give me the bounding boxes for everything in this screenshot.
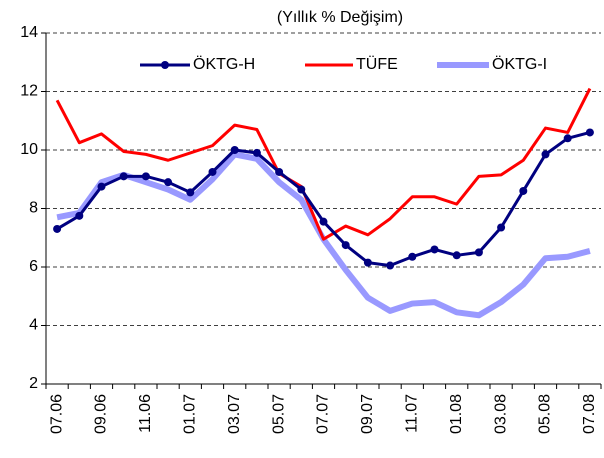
point [452,251,461,260]
point [53,224,62,233]
x-tick-label: 11.06 [137,394,154,433]
point [252,148,261,157]
point [563,134,572,143]
point [519,186,528,195]
point [186,188,195,197]
point [230,146,239,154]
chart-title: (Yıllık % Değişim) [277,9,403,26]
x-tick-label: 05.07 [270,394,287,434]
point [297,185,306,194]
x-tick-label: 07.06 [48,394,65,434]
legend-label: ÖKTG-H [193,55,255,73]
y-tick-label: 6 [29,258,38,275]
point [585,128,594,137]
point [363,258,372,267]
point [75,211,84,220]
y-tick-label: 12 [20,83,38,100]
y-tick-label: 2 [29,375,38,392]
y-tick-label: 10 [20,141,38,158]
point [474,248,483,257]
point [430,245,439,254]
point [119,172,128,181]
point [319,217,328,226]
legend-label: ÖKTG-I [492,55,547,73]
x-tick-label: 01.07 [182,394,199,434]
point [341,241,350,250]
point [164,178,173,187]
legend-label: TÜFE [356,55,398,73]
y-tick-label: 14 [20,24,38,41]
point [275,167,284,176]
x-tick-label: 07.07 [315,394,332,434]
point [97,182,106,191]
point [208,167,217,176]
point [497,223,506,232]
point [541,150,550,159]
x-tick-label: 03.08 [492,394,509,434]
x-tick-label: 07.08 [581,394,598,434]
y-tick-label: 4 [29,317,38,334]
point [141,172,150,181]
series-line [56,151,591,319]
legend-marker [161,61,169,69]
y-tick-label: 8 [29,200,38,217]
x-tick-label: 09.07 [359,394,376,434]
point [408,252,417,261]
x-tick-label: 11.07 [404,394,421,433]
x-tick-label: 03.07 [226,394,243,434]
series-line [55,87,592,241]
point [386,261,395,270]
x-tick-label: 05.08 [537,394,554,434]
x-tick-label: 01.08 [448,394,465,434]
x-tick-label: 09.06 [93,394,110,434]
